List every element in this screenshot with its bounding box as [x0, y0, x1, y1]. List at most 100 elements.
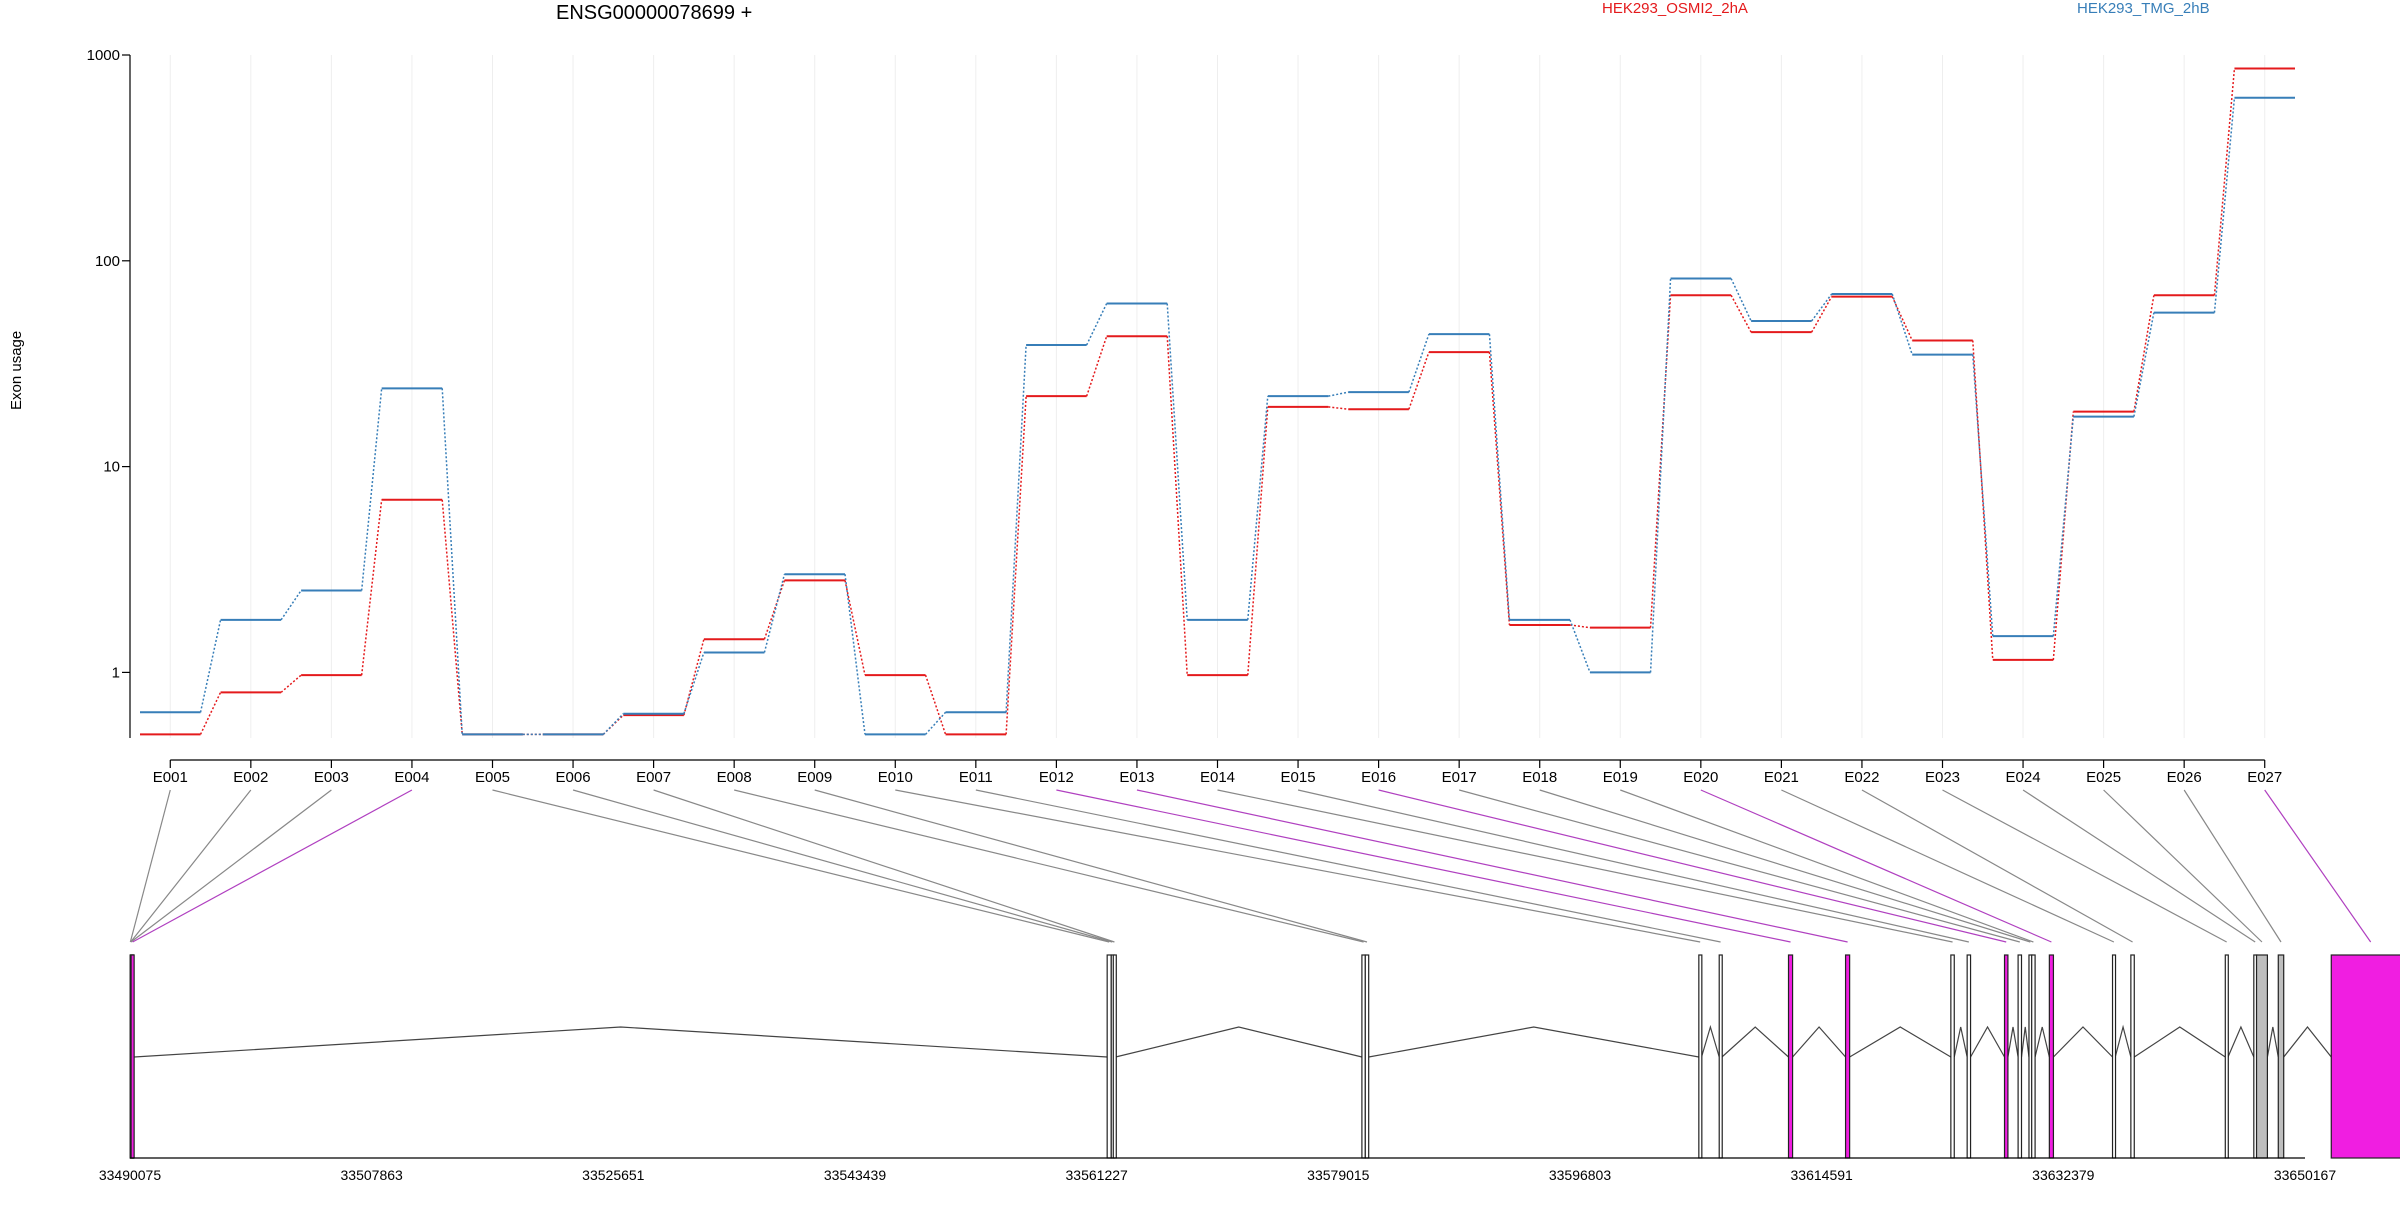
genomic-tick-label: 33650167: [2274, 1167, 2337, 1183]
intron-line: [134, 1026, 1108, 1058]
series-2-connector: [1569, 619, 1591, 673]
series-1-connector: [924, 674, 947, 735]
x-tick-label: E006: [556, 769, 591, 786]
series-2-connector: [1891, 293, 1913, 355]
exon-box: [2048, 954, 2055, 1159]
x-tick-label: E021: [1764, 769, 1799, 786]
x-tick-label: E007: [636, 769, 671, 786]
legend-series-1: HEK293_OSMI2_2hA: [1602, 0, 1748, 17]
series-1-connector: [2133, 295, 2155, 412]
exon-box: [2003, 954, 2009, 1159]
intron-line: [2266, 1026, 2279, 1058]
exon-box: [1698, 954, 1703, 1159]
series-2-connector: [1649, 278, 1672, 673]
series-2-connector: [1005, 344, 1027, 713]
x-tick-label: E014: [1200, 769, 1235, 786]
exon-link-line: [130, 789, 252, 943]
exon-link-line: [1700, 789, 2052, 943]
intron-line: [1368, 1026, 1699, 1058]
series-2-connector: [199, 619, 222, 713]
series-2: [140, 96, 2295, 736]
genomic-tick-label: 33490075: [99, 1167, 162, 1183]
x-tick-label: E022: [1844, 769, 1879, 786]
genomic-tick-label: 33614591: [1791, 1167, 1854, 1183]
genomic-tick-label: 33596803: [1549, 1167, 1612, 1183]
genomic-tick-label: 33525651: [582, 1167, 645, 1183]
series-2-connector: [360, 388, 383, 591]
exon-link-line: [2183, 789, 2282, 943]
series-2-connector: [1247, 396, 1269, 620]
x-tick-label: E018: [1522, 769, 1557, 786]
series-2-connector: [683, 652, 705, 714]
exon-box: [2330, 954, 2400, 1159]
exon-link-line: [1297, 789, 1969, 943]
series-2-connector: [1085, 303, 1108, 346]
series-1-connector: [1811, 296, 1833, 333]
intron-line: [1721, 1026, 1789, 1058]
series-1-connector: [280, 674, 302, 693]
exon-link-line: [1136, 789, 1848, 943]
x-tick-label: E005: [475, 769, 510, 786]
exon-link-line: [1539, 789, 2031, 943]
genomic-tick-label: 33632379: [2032, 1167, 2095, 1183]
series-1-connector: [1005, 396, 1027, 735]
series-1-connector: [1649, 295, 1672, 628]
exon-link-line: [2264, 789, 2372, 943]
exon-box: [2224, 954, 2229, 1159]
x-tick-label: E012: [1039, 769, 1074, 786]
series-2-connector: [602, 713, 624, 735]
genomic-tick-label: 33543439: [824, 1167, 887, 1183]
x-tick-label: E017: [1442, 769, 1477, 786]
exon-link-line: [1942, 789, 2227, 943]
series-1-connector: [1085, 335, 1108, 397]
exon-link-line: [1861, 789, 2133, 943]
x-tick-label: E002: [233, 769, 268, 786]
series-2-connector: [924, 711, 947, 735]
x-tick-label: E008: [717, 769, 752, 786]
intron-line: [1849, 1026, 1952, 1058]
y-tick-label: 100: [95, 253, 120, 270]
intron-line: [1700, 1024, 1720, 1058]
exon-link-line: [814, 789, 1368, 943]
intron-line: [1953, 1026, 1968, 1058]
exon-box: [2130, 954, 2135, 1159]
series-1-connector: [1166, 336, 1188, 676]
exon-box: [2255, 954, 2269, 1159]
series-1-connector: [844, 580, 866, 676]
series-1-connector: [441, 499, 463, 735]
exon-link-line: [975, 789, 1721, 943]
exon-box: [1966, 954, 1972, 1159]
exon-box: [1844, 954, 1851, 1159]
series-1-connector: [683, 638, 705, 716]
series-1-connector: [1891, 296, 1913, 341]
series-1-connector: [763, 580, 786, 640]
exon-link-line: [734, 789, 1364, 943]
exon-box: [130, 954, 135, 1159]
series-2-connector: [1408, 333, 1430, 393]
series-2-connector: [844, 574, 866, 735]
intron-line: [2114, 1024, 2132, 1058]
x-tick-label: E003: [314, 769, 349, 786]
series-2-connector: [1328, 391, 1349, 397]
intron-line: [2227, 1025, 2255, 1058]
series-2-connector: [441, 388, 463, 735]
y-axis-label: Exon usage: [8, 330, 25, 410]
series-1-connector: [1408, 351, 1430, 410]
exon-box: [2111, 954, 2117, 1159]
exon-link-line: [895, 789, 1701, 943]
exon-link-line: [2022, 789, 2256, 943]
exon-box: [1364, 954, 1370, 1159]
x-tick-label: E023: [1925, 769, 1960, 786]
exon-link-line: [1056, 789, 1791, 943]
chart-title: ENSG00000078699 +: [556, 2, 753, 24]
intron-line: [2133, 1026, 2226, 1058]
intron-line: [1792, 1026, 1847, 1058]
exon-box: [1787, 954, 1794, 1159]
x-tick-label: E011: [959, 769, 993, 786]
series-2-connector: [280, 590, 302, 621]
exon-link-line: [1781, 789, 2115, 943]
series-1-connector: [1328, 406, 1349, 410]
x-tick-label: E025: [2086, 769, 2121, 786]
